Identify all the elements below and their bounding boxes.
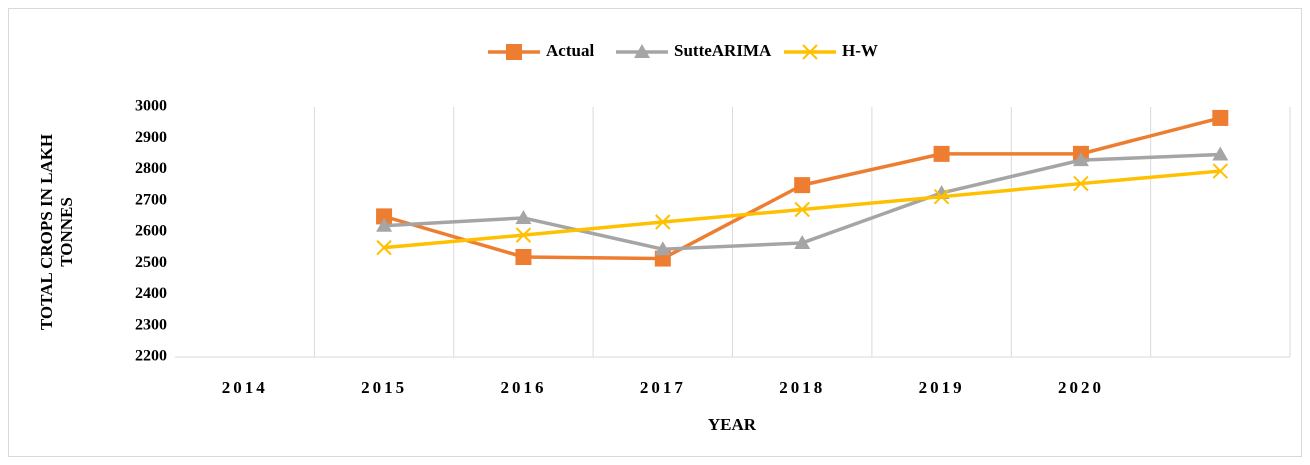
marker	[802, 44, 818, 60]
x-tick-label: 2018	[779, 378, 825, 397]
y-tick-label: 2900	[135, 129, 167, 146]
marker	[933, 145, 950, 162]
x-axis-title: YEAR	[708, 415, 757, 434]
x-tick-label: 2020	[1058, 378, 1104, 397]
marker	[1212, 163, 1229, 179]
y-tick-label: 2200	[135, 348, 167, 365]
y-axis-title: TOTAL CROPS IN LAKH	[37, 134, 56, 330]
y-tick-label: 3000	[135, 98, 167, 115]
marker	[1073, 175, 1089, 192]
marker	[794, 177, 811, 194]
marker	[794, 201, 810, 218]
legend-label: Actual	[546, 41, 594, 60]
legend-label: SutteARIMA	[674, 41, 772, 60]
marker	[506, 44, 522, 60]
y-tick-label: 2500	[135, 254, 167, 271]
x-tick-label: 2019	[919, 378, 965, 397]
legend-label: H-W	[842, 41, 878, 60]
marker	[655, 214, 671, 230]
y-tick-label: 2300	[135, 316, 167, 333]
marker	[515, 227, 532, 243]
marker	[1072, 152, 1089, 167]
y-tick-label: 2400	[135, 285, 167, 302]
y-axis-title: TONNES	[57, 197, 76, 267]
x-tick-label: 2016	[500, 378, 546, 397]
x-tick-label: 2017	[640, 378, 686, 397]
y-tick-label: 2800	[135, 160, 167, 177]
marker	[376, 239, 392, 256]
marker	[933, 188, 950, 205]
x-tick-label: 2014	[222, 378, 268, 397]
marker	[634, 44, 650, 58]
legend: Actual SutteARIMA H-W	[488, 41, 878, 60]
chart-border	[8, 8, 1302, 457]
y-tick-label: 2600	[135, 223, 167, 240]
marker	[376, 217, 393, 232]
marker	[376, 208, 393, 225]
x-tick-label: 2015	[361, 378, 407, 397]
marker	[1212, 109, 1229, 126]
marker	[515, 209, 532, 224]
marker	[794, 234, 811, 249]
y-tick-label: 2700	[135, 191, 167, 208]
marker	[654, 241, 671, 256]
marker	[1212, 146, 1229, 161]
marker	[515, 249, 532, 265]
